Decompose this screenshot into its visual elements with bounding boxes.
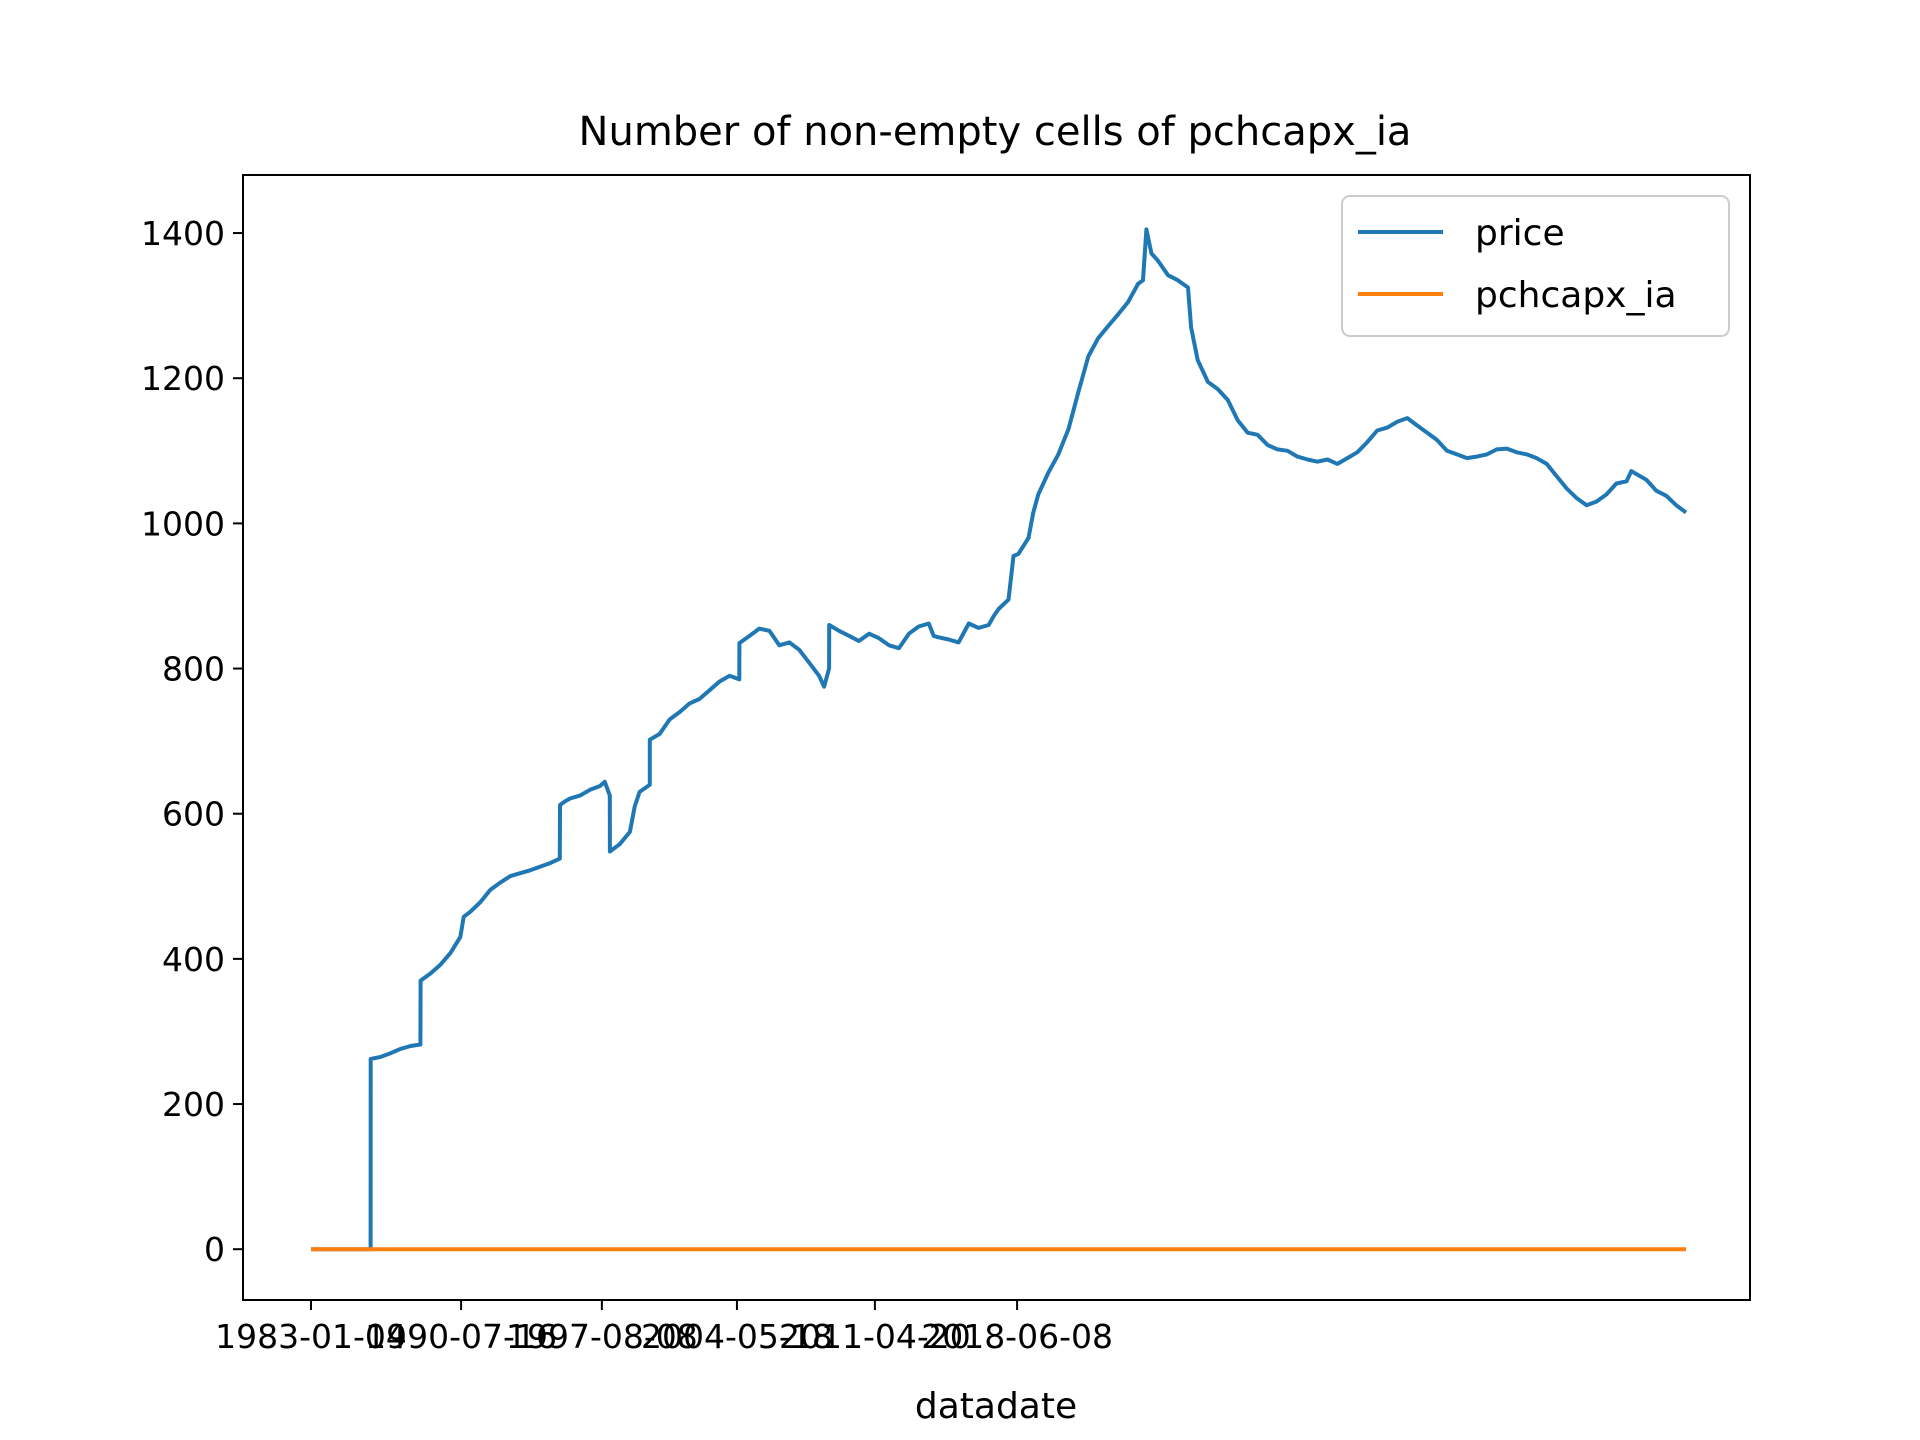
- x-tick-label: 1997-08-08: [506, 1317, 698, 1356]
- legend-label-price: price: [1475, 213, 1565, 254]
- x-tick-label: 1990-07-16: [365, 1317, 557, 1356]
- x-tick-label: 2004-05-18: [641, 1317, 833, 1356]
- y-tick-label: 400: [162, 940, 225, 979]
- legend: price pchcapx_ia: [1341, 195, 1730, 337]
- y-tick-label: 600: [162, 795, 225, 834]
- x-tick-label: 1983-01-04: [215, 1317, 407, 1356]
- series-line-price: [311, 227, 1688, 1252]
- legend-label-pchcapx-ia: pchcapx_ia: [1475, 275, 1677, 316]
- y-tick-label: 0: [204, 1230, 225, 1269]
- y-tick-label: 1400: [141, 214, 225, 253]
- chart-title: Number of non-empty cells of pchcapx_ia: [579, 109, 1412, 155]
- series-layer: [311, 227, 1688, 1252]
- x-tick-label: 2011-04-20: [779, 1317, 971, 1356]
- x-tick-label: 2018-06-08: [921, 1317, 1113, 1356]
- y-tick-label: 1200: [141, 359, 225, 398]
- y-axis: 0 200 400 600 800 1000 1200 1400: [141, 214, 243, 1269]
- y-tick-label: 800: [162, 650, 225, 689]
- y-tick-label: 1000: [141, 504, 225, 543]
- x-axis-label: datadate: [915, 1386, 1077, 1427]
- x-axis: 1983-01-041990-07-161997-08-082004-05-18…: [215, 1300, 1113, 1356]
- axes-frame: [242, 174, 1751, 1301]
- y-tick-label: 200: [162, 1085, 225, 1124]
